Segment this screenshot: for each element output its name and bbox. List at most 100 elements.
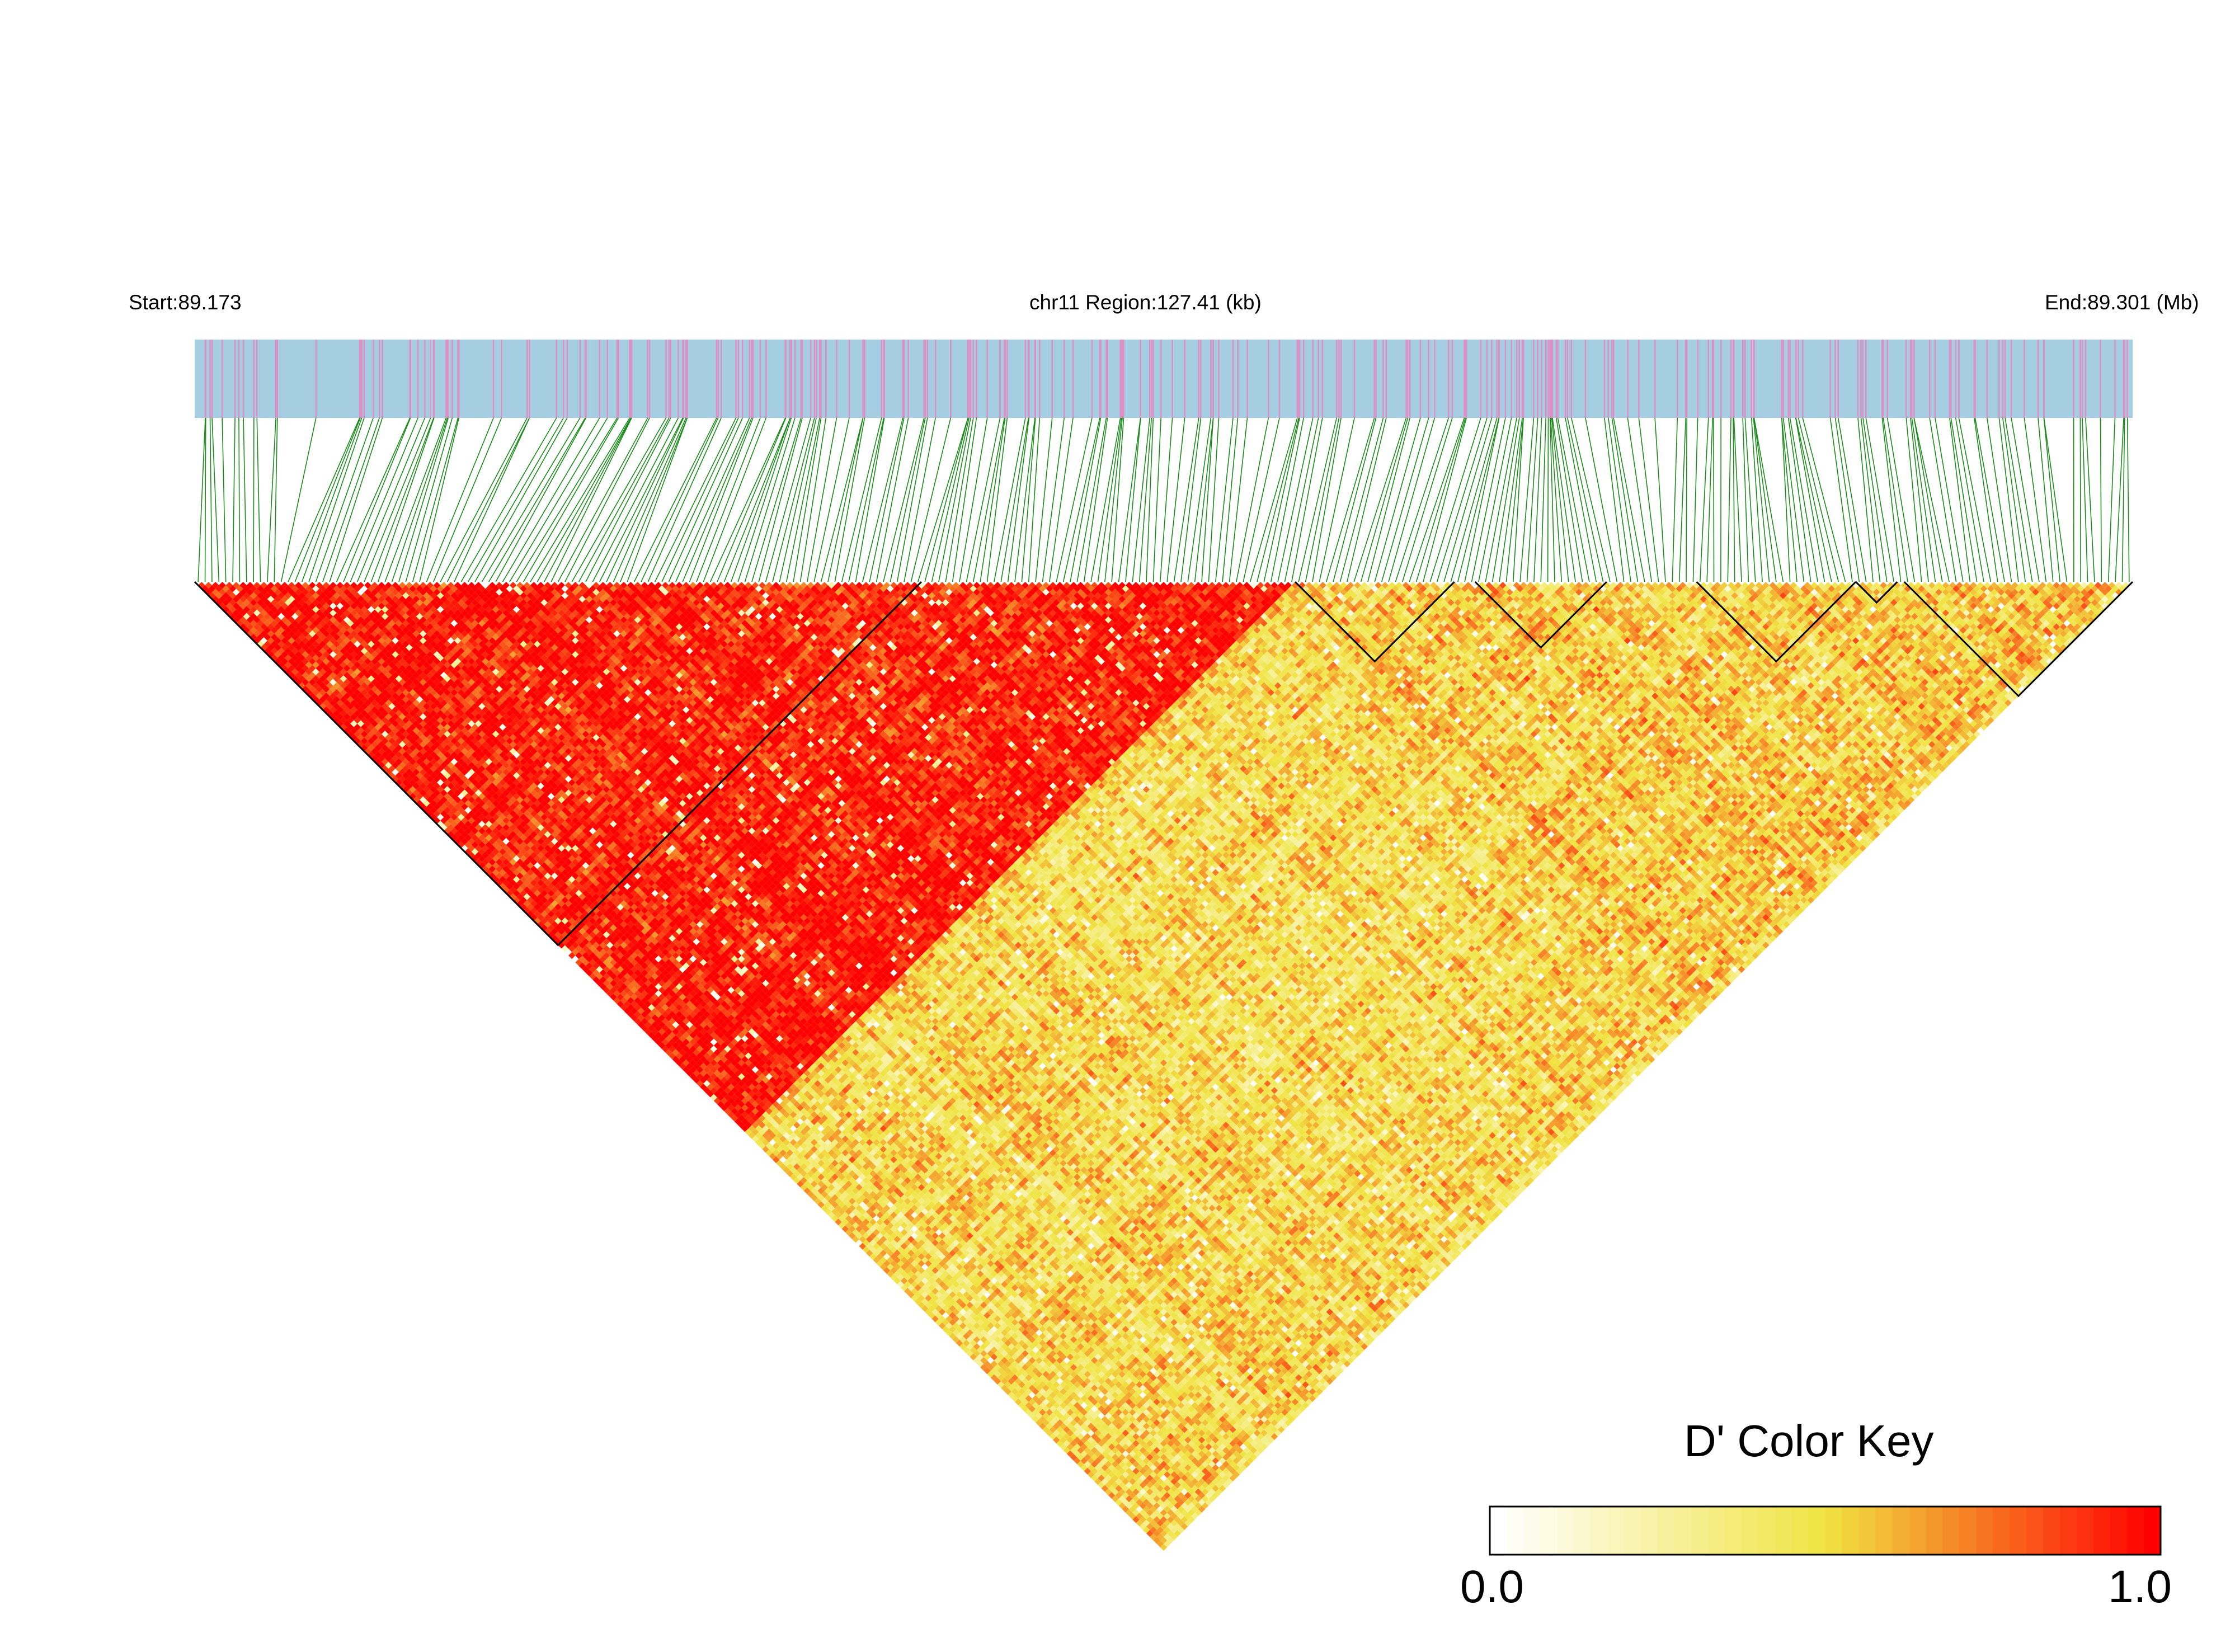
snp-connector bbox=[419, 417, 459, 582]
ld-cell bbox=[814, 1190, 821, 1198]
ld-cell bbox=[748, 1132, 756, 1139]
ld-cell bbox=[655, 1032, 662, 1039]
ld-cell bbox=[696, 1073, 704, 1080]
ld-cell bbox=[783, 1160, 790, 1167]
ld-cell bbox=[575, 952, 582, 959]
ld-cell bbox=[322, 699, 330, 707]
snp-connector bbox=[1834, 417, 1860, 582]
ld-cell bbox=[970, 1353, 977, 1361]
ld-cell bbox=[433, 810, 441, 817]
ld-cell bbox=[211, 582, 219, 589]
ld-cell bbox=[931, 1315, 939, 1322]
ld-cell bbox=[773, 1149, 780, 1156]
ld-cell bbox=[859, 1242, 867, 1250]
ld-cell bbox=[284, 661, 292, 669]
ld-cell bbox=[831, 1215, 839, 1222]
ld-cell bbox=[1118, 1495, 1126, 1503]
ld-cell bbox=[893, 1270, 901, 1278]
snp-connector bbox=[980, 417, 1006, 582]
snp-position-track bbox=[195, 340, 2133, 418]
ld-cell bbox=[1060, 1436, 1067, 1444]
ld-cell bbox=[1049, 1426, 1057, 1433]
ld-cell bbox=[997, 1381, 1005, 1389]
snp-connector bbox=[1388, 417, 1436, 582]
ld-cell bbox=[1115, 1491, 1122, 1499]
snp-connector bbox=[1798, 417, 1839, 582]
snp-connector bbox=[516, 417, 618, 582]
ld-cell bbox=[811, 1194, 818, 1202]
snp-connector bbox=[253, 417, 255, 582]
ld-cell bbox=[340, 717, 347, 724]
ld-cell bbox=[1018, 1395, 1025, 1402]
ld-cell bbox=[333, 703, 340, 710]
ld-cell bbox=[530, 914, 538, 921]
ld-cell bbox=[769, 1152, 777, 1160]
ld-cell bbox=[326, 696, 333, 703]
snp-connector bbox=[855, 417, 885, 582]
ld-cell bbox=[284, 654, 292, 662]
ld-cell bbox=[683, 1059, 690, 1066]
ld-cell bbox=[935, 1312, 943, 1319]
ld-cell bbox=[312, 682, 319, 689]
ld-cell bbox=[807, 1184, 815, 1191]
snp-connector bbox=[1118, 417, 1141, 582]
ld-cell bbox=[368, 744, 375, 752]
snp-connector bbox=[820, 417, 864, 582]
ld-cell bbox=[274, 644, 281, 651]
ld-cell bbox=[277, 661, 285, 669]
ld-cell bbox=[1122, 1505, 1130, 1513]
ld-cell bbox=[662, 1045, 669, 1053]
ld-cell bbox=[665, 1042, 672, 1049]
ld-cell bbox=[599, 976, 607, 983]
snp-connector bbox=[1353, 417, 1407, 582]
snp-connector bbox=[2121, 417, 2125, 582]
ld-cell bbox=[707, 1090, 714, 1098]
snp-connector bbox=[1611, 417, 1639, 582]
ld-cell bbox=[1094, 1471, 1102, 1479]
ld-cell bbox=[1036, 1419, 1043, 1427]
ld-cell bbox=[233, 609, 240, 616]
ld-cell bbox=[246, 616, 254, 624]
snp-connector bbox=[1457, 417, 1500, 582]
snp-connector bbox=[1409, 417, 1465, 582]
snp-connector bbox=[1423, 417, 1467, 582]
ld-cell bbox=[475, 858, 482, 866]
snp-connector bbox=[1802, 417, 1846, 582]
ld-cell bbox=[423, 799, 430, 807]
ld-cell bbox=[281, 658, 289, 665]
snp-connector bbox=[1505, 417, 1524, 582]
ld-cell bbox=[693, 1070, 700, 1077]
ld-cell bbox=[1108, 1491, 1116, 1499]
ld-cell bbox=[440, 817, 448, 824]
snp-connector bbox=[1654, 417, 1666, 582]
snp-connector bbox=[2043, 417, 2068, 582]
snp-connector bbox=[544, 417, 632, 582]
snp-connector bbox=[1540, 417, 1546, 582]
ld-cell bbox=[1008, 1385, 1015, 1392]
ld-cell bbox=[319, 689, 327, 696]
ld-cell bbox=[378, 755, 385, 762]
snp-connector bbox=[709, 417, 786, 582]
ld-cell bbox=[319, 696, 327, 703]
ld-cell bbox=[890, 1267, 897, 1274]
ld-cell bbox=[1056, 1440, 1064, 1447]
ld-cell bbox=[392, 769, 399, 776]
ld-cell bbox=[852, 1236, 859, 1243]
snp-connector bbox=[1913, 417, 1943, 582]
snp-connector bbox=[530, 417, 630, 582]
snp-connector bbox=[1194, 417, 1214, 582]
snp-connector bbox=[502, 417, 600, 582]
snp-connector bbox=[1339, 417, 1384, 582]
snp-connector bbox=[599, 417, 684, 582]
ld-cell bbox=[914, 1291, 921, 1298]
snp-connector bbox=[1415, 417, 1466, 582]
ld-cell bbox=[1015, 1391, 1022, 1399]
ld-cell bbox=[1094, 1478, 1102, 1485]
ld-cell bbox=[322, 692, 330, 700]
ld-cell bbox=[1056, 1433, 1064, 1441]
snp-connector bbox=[1491, 417, 1520, 582]
snp-connector bbox=[1706, 417, 1713, 582]
ld-cell bbox=[267, 637, 275, 644]
ld-cell bbox=[1136, 1512, 1143, 1520]
ld-cell bbox=[1011, 1395, 1019, 1402]
